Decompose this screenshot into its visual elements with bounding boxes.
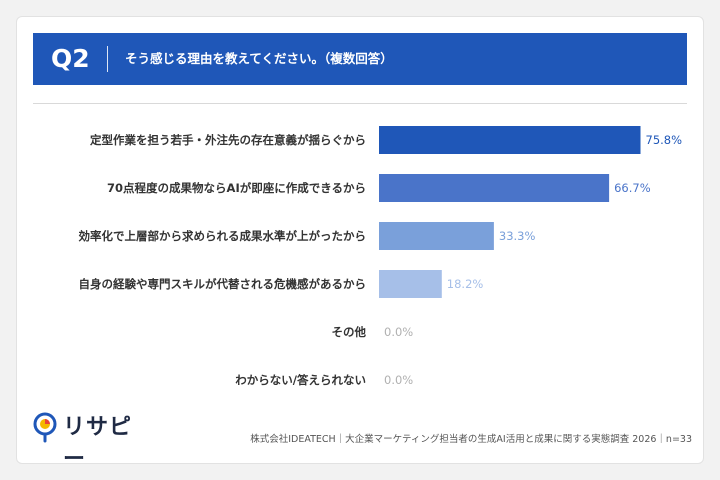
bar xyxy=(379,222,494,250)
source-footnote: 株式会社IDEATECH｜大企業マーケティング担当者の生成AI活用と成果に関する… xyxy=(250,434,692,445)
category-label: 定型作業を担う若手・外注先の存在意義が揺らぐから xyxy=(90,133,366,147)
question-text: そう感じる理由を教えてください。（複数回答） xyxy=(125,51,393,66)
question-banner: Q2 そう感じる理由を教えてください。（複数回答） xyxy=(33,33,687,85)
category-label: 70点程度の成果物ならAIが即座に作成できるから xyxy=(107,181,366,195)
category-label: わからない/答えられない xyxy=(235,373,366,387)
value-label: 75.8% xyxy=(646,133,683,147)
bar xyxy=(379,270,442,298)
value-label: 66.7% xyxy=(614,181,651,195)
banner-divider xyxy=(107,46,108,72)
chart-card xyxy=(16,16,704,464)
value-label: 0.0% xyxy=(384,325,413,339)
value-label: 33.3% xyxy=(499,229,536,243)
category-label: その他 xyxy=(332,325,367,339)
category-label: 効率化で上層部から求められる成果水準が上がったから xyxy=(79,229,367,243)
lightbulb-icon xyxy=(33,412,57,443)
brand-logo-text: リサピー xyxy=(63,415,133,472)
bar xyxy=(379,126,641,154)
value-label: 0.0% xyxy=(384,373,413,387)
bar xyxy=(379,174,610,202)
category-label: 自身の経験や専門スキルが代替される危機感があるから xyxy=(79,277,367,291)
header-rule xyxy=(33,103,687,104)
value-label: 18.2% xyxy=(447,277,484,291)
question-number: Q2 xyxy=(51,44,90,73)
brand-logo: リサピー xyxy=(33,412,153,472)
